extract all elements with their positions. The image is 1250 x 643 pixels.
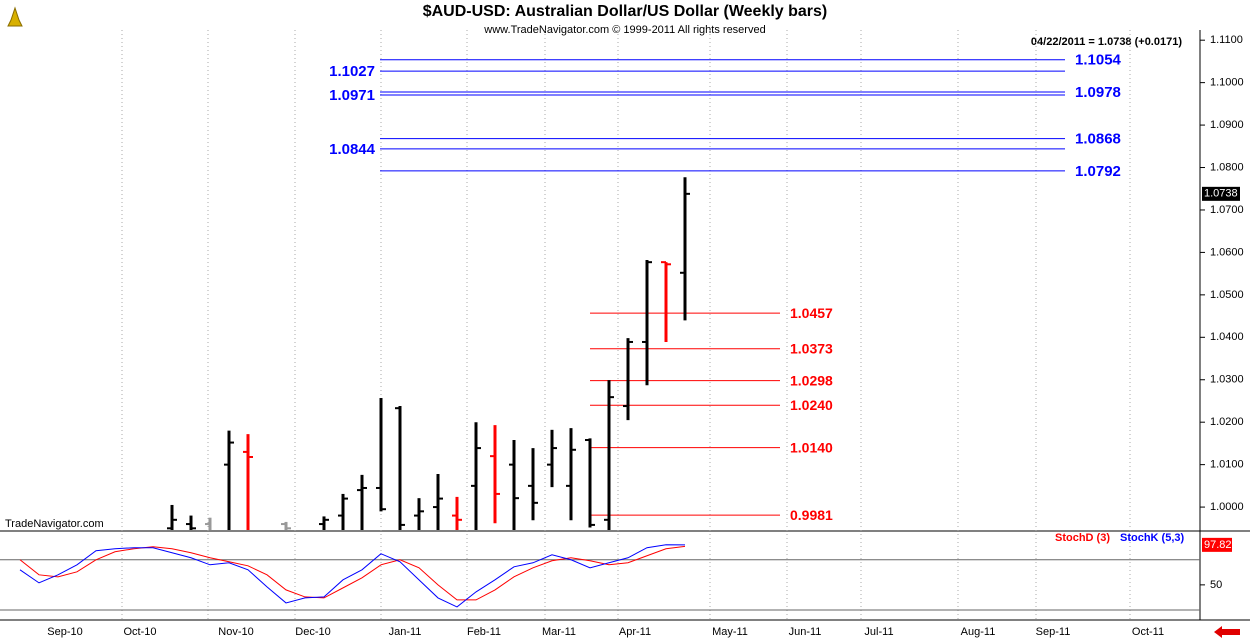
watermark: TradeNavigator.com: [5, 518, 104, 530]
x-tick-label: Mar-11: [542, 626, 576, 638]
y-tick-label: 1.0700: [1210, 204, 1244, 216]
level-label: 1.0298: [790, 372, 833, 388]
y-tick-label: 1.0300: [1210, 374, 1244, 386]
chart-title: $AUD-USD: Australian Dollar/US Dollar (W…: [423, 3, 828, 20]
level-label: 1.0457: [790, 305, 833, 321]
level-label: 1.0868: [1075, 131, 1121, 148]
x-tick-label: Sep-10: [47, 626, 82, 638]
y-tick-label: 50: [1210, 579, 1222, 591]
x-tick-label: Jan-11: [389, 626, 422, 638]
last-price-label: 1.0738: [1204, 188, 1238, 200]
bars: [167, 177, 690, 530]
x-tick-label: Dec-10: [295, 626, 330, 638]
level-label: 1.1027: [329, 63, 375, 80]
stoch-line: [19, 544, 686, 608]
legend-entry: StochK (5,3): [1120, 532, 1185, 544]
x-tick-label: Feb-11: [467, 626, 501, 638]
level-label: 1.0792: [1075, 163, 1121, 180]
y-tick-label: 1.0500: [1210, 289, 1244, 301]
subtitle: www.TradeNavigator.com © 1999-2011 All r…: [483, 24, 765, 36]
y-tick-label: 1.0800: [1210, 161, 1244, 173]
x-tick-label: Nov-10: [218, 626, 253, 638]
level-label: 0.9981: [790, 507, 833, 523]
legend-entry: StochD (3): [1055, 532, 1110, 544]
level-label: 1.0844: [329, 141, 376, 158]
info: 04/22/2011 = 1.0738 (+0.0171): [1031, 36, 1182, 48]
lines: [19, 544, 686, 608]
level-label: 1.1054: [1075, 52, 1122, 69]
stoch-line: [19, 545, 686, 601]
scroll-arrow[interactable]: [1214, 626, 1240, 638]
level-label: 1.0140: [790, 439, 833, 455]
x-tick-label: Oct-11: [1132, 626, 1164, 638]
y-tick-label: 1.0600: [1210, 246, 1244, 258]
level-label: 1.0240: [790, 397, 833, 413]
last-price-box: [1202, 186, 1240, 201]
x-tick-label: Jun-11: [789, 626, 822, 638]
last-value-label: 97.82: [1204, 539, 1232, 551]
level-label: 1.0978: [1075, 84, 1121, 101]
level-label: 1.0971: [329, 87, 375, 104]
y-tick-label: 1.0400: [1210, 331, 1244, 343]
y-tick-label: 1.0200: [1210, 416, 1244, 428]
y-tick-label: 1.1100: [1210, 34, 1243, 46]
x-tick-label: Apr-11: [619, 626, 651, 638]
y-tick-label: 1.0100: [1210, 459, 1244, 471]
x-tick-label: May-11: [712, 626, 748, 638]
x-tick-label: Jul-11: [864, 626, 893, 638]
x-tick-label: Oct-10: [123, 626, 156, 638]
last-value-box: [1202, 537, 1232, 552]
x-tick-label: Aug-11: [961, 626, 996, 638]
y-tick-label: 1.0900: [1210, 119, 1244, 131]
x-tick-label: Sep-11: [1036, 626, 1071, 638]
logo: [7, 6, 23, 27]
y-tick-label: 1.0000: [1210, 501, 1244, 513]
y-tick-label: 1.1000: [1210, 77, 1244, 89]
level-label: 1.0373: [790, 340, 833, 356]
